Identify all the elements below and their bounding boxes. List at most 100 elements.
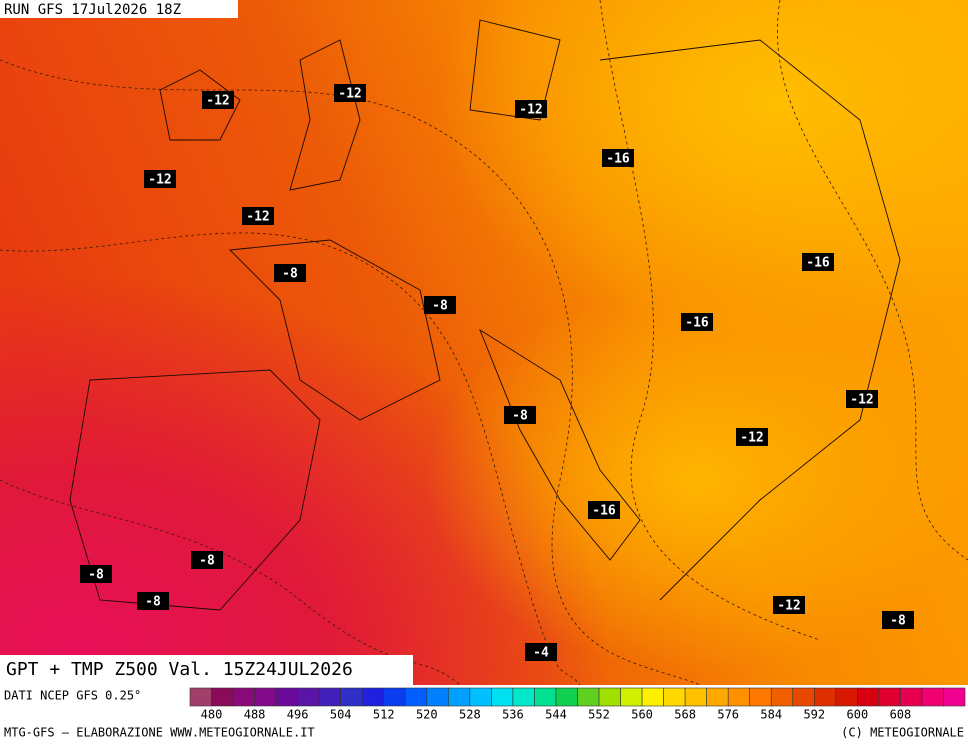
colorbar-tick-label: 512 [373,708,395,722]
colorbar-swatch [641,687,664,707]
colorbar-tick-label: 504 [330,708,352,722]
colorbar-swatch [383,687,406,707]
colorbar-swatch [663,687,686,707]
contour-label: -12 [740,431,763,446]
title-box [0,655,413,685]
colorbar-tick-label: 576 [717,708,739,722]
contour-label: -8 [890,614,906,629]
colorbar-tick-label: 496 [287,708,309,722]
contour-label-box [202,91,234,109]
colorbar-swatch [749,687,772,707]
contour-label-box [242,207,274,225]
contour-label: -12 [148,173,171,188]
contour-label: -8 [88,568,104,583]
contour-label-box [191,551,223,569]
colorbar-tick-label: 560 [631,708,653,722]
contour-label: -8 [512,409,528,424]
colorbar-swatch [232,687,255,707]
contour-label-box [274,264,306,282]
map-title: GPT + TMP Z500 Val. 15Z24JUL2026 [6,659,353,680]
contour-label: -16 [806,256,830,271]
contour-label-box [882,611,914,629]
colorbar-swatch [577,687,600,707]
colorbar-tick-label: 608 [890,708,912,722]
contour-label: -12 [338,87,361,102]
colorbar-swatch [878,687,901,707]
contour-label-box [588,501,620,519]
colorbar-swatch [491,687,514,707]
contour-label: -12 [246,210,269,225]
run-box [0,0,238,18]
contour-label-box [334,84,366,102]
colorbar-tick-label: 520 [416,708,438,722]
contour-label-box [137,592,169,610]
colorbar-swatch [814,687,837,707]
contour-label-box [736,428,768,446]
contour-label: -16 [606,152,630,167]
colorbar-swatch [275,687,298,707]
contour-label: -12 [850,393,873,408]
colorbar-tick-label: 536 [502,708,524,722]
contour-label: -12 [206,94,229,109]
run-label: RUN GFS 17Jul2026 18Z [4,2,181,18]
colorbar-swatch [534,687,557,707]
colorbar-swatch [555,687,578,707]
colorbar-swatch [943,687,966,707]
colorbar-swatch [404,687,428,707]
colorbar-swatch [857,687,880,707]
colorbar-swatch [189,687,212,707]
credits-right: (C) METEOGIORNALE [841,726,964,740]
colorbar-swatch [512,687,535,707]
contour-label-box [602,149,634,167]
contour-label: -16 [592,504,616,519]
colorbar-tick-label: 480 [201,708,223,722]
contour-label: -12 [519,103,542,118]
colorbar-tick-label: 592 [803,708,825,722]
contour-label-box [144,170,176,188]
contour-label-box [846,390,878,408]
colorbar-swatch [706,687,729,707]
colorbar-swatch [297,687,320,707]
contour-label-box [424,296,456,314]
colorbar-swatch [448,687,471,707]
contour-label: -8 [282,267,298,282]
colorbar-swatch [254,687,277,707]
colorbar-swatch [340,687,363,707]
colorbar-swatch [469,687,492,707]
contour-label-box [504,406,536,424]
contour-label-box [802,253,834,271]
contour-label: -8 [145,595,161,610]
contour-label-box [681,313,713,331]
contour-label-box [773,596,805,614]
contour-label: -4 [533,646,549,661]
colorbar-tick-label: 488 [244,708,266,722]
colorbar-swatch [318,687,341,707]
colorbar-swatch [921,687,944,707]
colorbar-swatch [426,687,449,707]
colorbar-swatch [684,687,707,707]
colorbar-swatch [835,687,858,707]
colorbar-swatch [598,687,621,707]
colorbar-swatch [770,687,794,707]
contour-label-box [525,643,557,661]
colorbar-swatch [620,687,643,707]
colorbar-tick-label: 584 [760,708,782,722]
credits-left: MTG-GFS — ELABORAZIONE WWW.METEOGIORNALE… [4,726,315,740]
field-shade [0,0,968,685]
contour-label: -12 [777,599,800,614]
colorbar-tick-label: 600 [847,708,869,722]
colorbar-tick-label: 544 [545,708,567,722]
colorbar-swatch [211,687,234,707]
colorbar-swatch [727,687,751,707]
contour-label-box [515,100,547,118]
coastlines [69,19,901,611]
colorbar-tick-label: 552 [588,708,610,722]
source-label: DATI NCEP GFS 0.25° [4,689,141,703]
contour-label: -8 [432,299,448,314]
contour-label-box [80,565,112,583]
contour-label: -8 [199,554,215,569]
colorbar-swatch [900,687,923,707]
colorbar-tick-label: 528 [459,708,481,722]
